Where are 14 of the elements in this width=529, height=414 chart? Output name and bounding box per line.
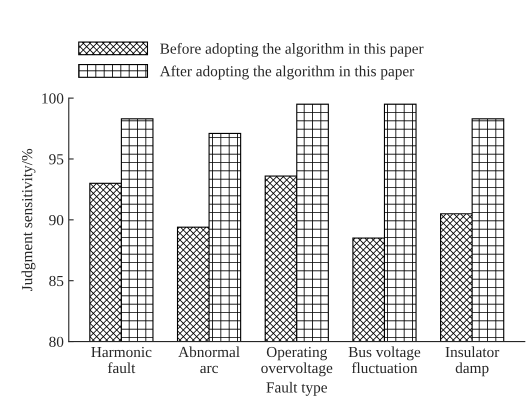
- x-tick-label: Harmonic fault: [91, 346, 152, 374]
- x-tick-label: Insulator damp: [446, 346, 500, 376]
- legend-label: Before adopting the algorithm in this paper: [160, 42, 424, 57]
- legend-label: After adopting the algorithm in this paper: [160, 65, 414, 80]
- y-tick-label: 90: [49, 214, 64, 226]
- x-tick-label: Bus voltage fluctuation: [348, 346, 420, 374]
- y-tick-label: 85: [49, 276, 64, 286]
- x-tick-label: Operating overvoltage: [261, 346, 332, 376]
- y-tick-label: 95: [49, 154, 64, 164]
- y-tick-label: 100: [42, 93, 64, 104]
- x-tick-label: Abnormal arc: [178, 346, 240, 374]
- y-axis-title: Judgment sensitivity/%: [22, 148, 36, 292]
- y-tick-label: 80: [49, 336, 64, 347]
- x-axis-title: Fault type: [266, 382, 328, 396]
